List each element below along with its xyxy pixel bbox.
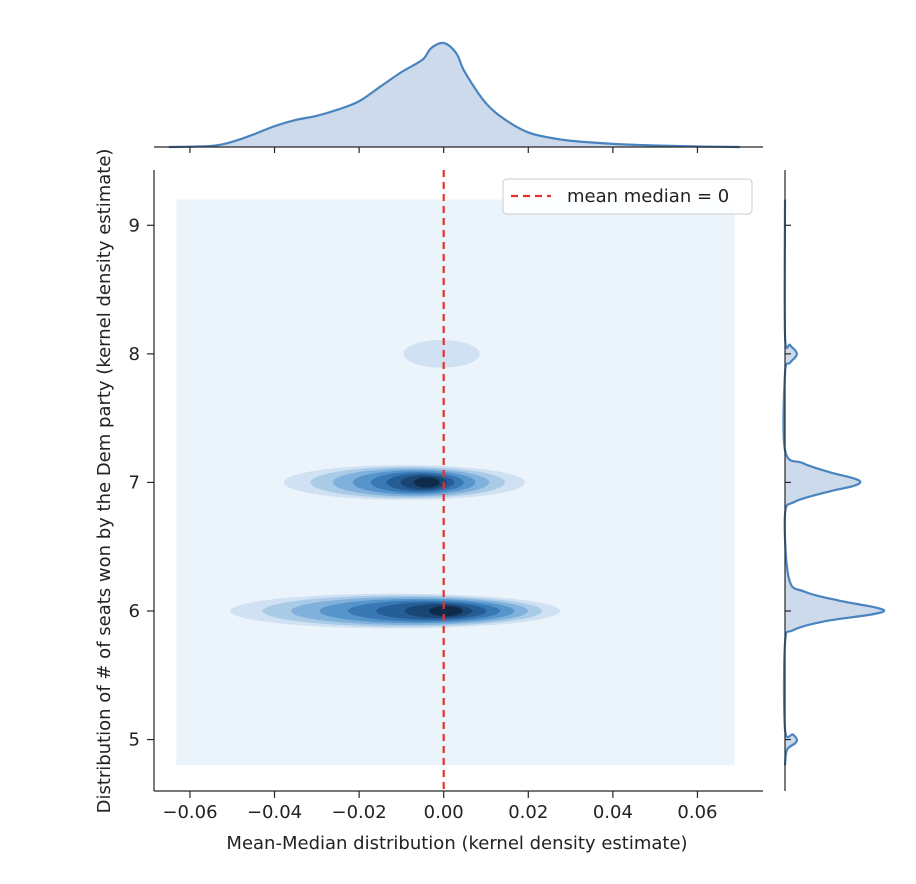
legend-box (502, 178, 753, 215)
kde-level-6-7 (428, 605, 463, 617)
top-marginal-density (154, 41, 763, 153)
y-tick-label-2: 7 (129, 472, 140, 493)
main-kde-plot: −0.06 −0.04 −0.02 0.00 0.02 0.04 0.06 5 6 7 8 9 me… (129, 170, 763, 823)
x-tick-label-6: 0.06 (677, 802, 717, 823)
legend-label: mean median = 0 (567, 186, 729, 207)
kde-level-8-0 (403, 339, 480, 368)
x-axis-ticks: −0.06 −0.04 −0.02 0.00 0.02 0.04 0.06 (162, 791, 717, 823)
right-marginal-line (782, 199, 886, 766)
x-tick-label-5: 0.04 (593, 802, 633, 823)
x-tick-label-1: −0.04 (247, 802, 302, 823)
kde-cluster-y7 (284, 465, 526, 500)
right-marginal-ticks (785, 224, 791, 741)
x-tick-label-2: −0.02 (332, 802, 387, 823)
x-tick-label-0: −0.06 (162, 802, 217, 823)
kde-level-7-7 (414, 477, 440, 488)
y-tick-label-3: 8 (129, 344, 140, 365)
y-tick-label-4: 9 (129, 215, 140, 236)
right-marginal-density (782, 170, 886, 791)
y-tick-label-0: 5 (129, 730, 140, 751)
top-marginal-line (168, 41, 740, 149)
legend: mean median = 0 (502, 178, 753, 215)
y-tick-label-1: 6 (129, 601, 140, 622)
kde-cluster-y8 (403, 339, 480, 368)
top-marginal-ticks (189, 147, 699, 153)
x-axis-label: Mean-Median distribution (kernel density… (226, 833, 687, 854)
y-axis-label: Distribution of # of seats won by the De… (94, 149, 115, 814)
kde-cluster-y6 (230, 593, 560, 629)
x-tick-label-4: 0.02 (508, 802, 548, 823)
y-axis-ticks: 5 6 7 8 9 (129, 215, 154, 751)
kde-clusters (230, 339, 560, 629)
top-marginal-fill (168, 42, 740, 147)
x-tick-label-3: 0.00 (424, 802, 464, 823)
